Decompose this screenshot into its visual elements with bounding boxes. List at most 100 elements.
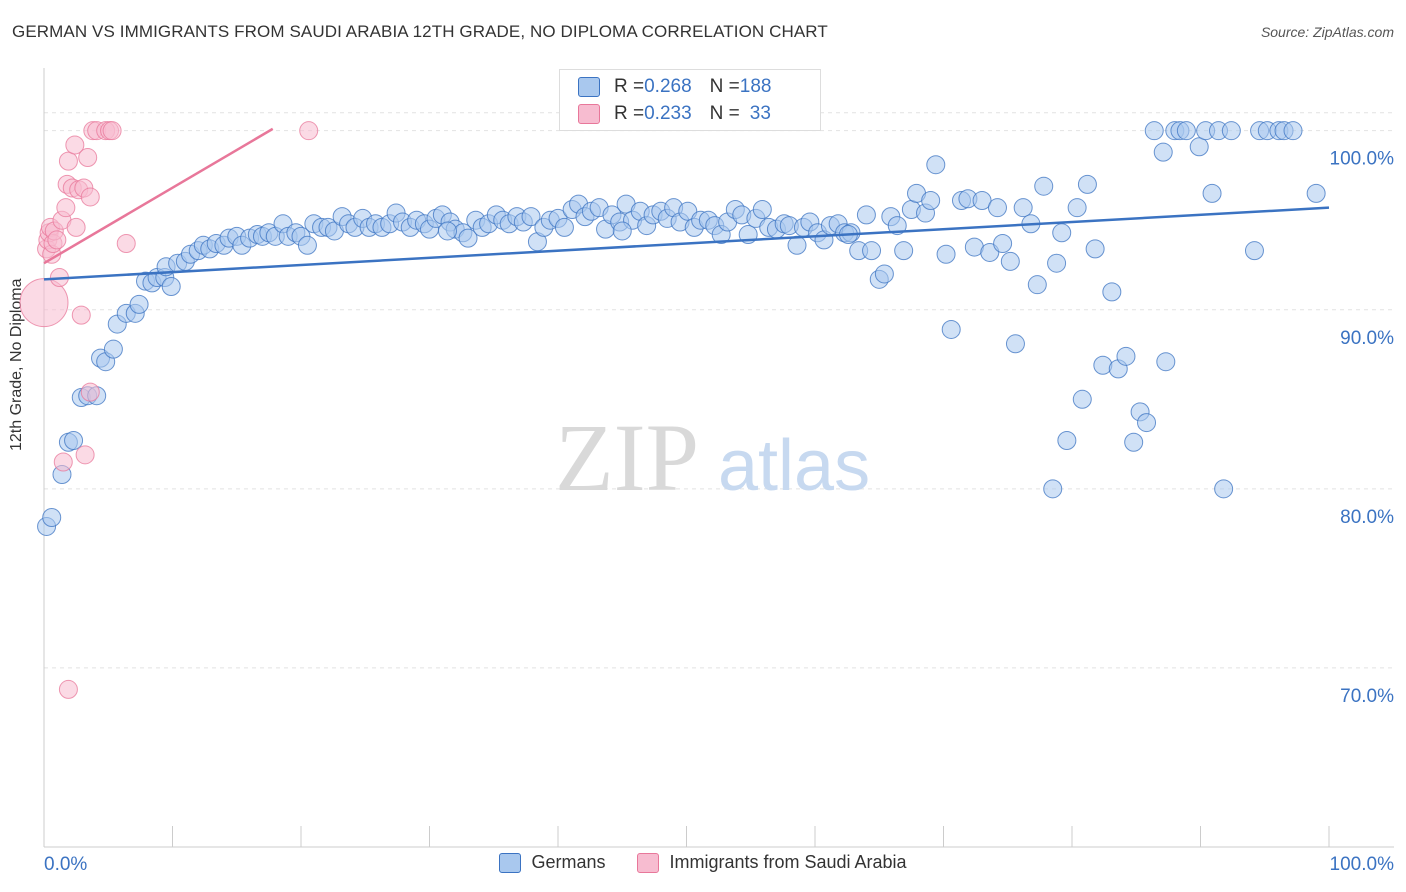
- x-tick-label-max: 100.0%: [1330, 854, 1395, 875]
- germans-point: [874, 264, 894, 284]
- series-germans-points: [37, 121, 1326, 536]
- germans-point: [458, 228, 478, 248]
- germans-point: [1283, 121, 1303, 141]
- germans-point: [1077, 174, 1097, 194]
- saudi-point: [66, 217, 86, 237]
- germans-point: [1202, 183, 1222, 203]
- germans-point: [1124, 432, 1144, 452]
- saudi-point: [47, 230, 67, 250]
- legend-item-germans: Germans: [499, 852, 605, 873]
- germans-point: [1156, 352, 1176, 372]
- saudi-point: [299, 121, 319, 141]
- germans-point: [1047, 253, 1067, 273]
- stats-row-germans: R = 0.268 N = 188: [578, 76, 771, 98]
- germans-point: [1005, 334, 1025, 354]
- source-credit: Source: ZipAtlas.com: [1260, 24, 1394, 40]
- germans-point: [1057, 430, 1077, 450]
- legend-germans-label: Germans: [531, 852, 606, 872]
- saudi-r-label: R =: [614, 103, 645, 124]
- germans-point: [1034, 176, 1054, 196]
- saudi-point: [102, 121, 122, 141]
- germans-point: [1052, 223, 1072, 243]
- germans-point: [1153, 142, 1173, 162]
- germans-point: [554, 217, 574, 237]
- germans-point: [936, 244, 956, 264]
- chart-title: GERMAN VS IMMIGRANTS FROM SAUDI ARABIA 1…: [12, 22, 828, 41]
- saudi-point: [80, 382, 100, 402]
- germans-point: [926, 155, 946, 175]
- y-tick-labels: 70.0% 80.0% 90.0% 100.0%: [1330, 149, 1395, 707]
- germans-point: [521, 207, 541, 227]
- germans-r-value: 0.268: [644, 76, 692, 97]
- germans-point: [1043, 479, 1063, 499]
- germans-point: [1214, 479, 1234, 499]
- saudi-point: [78, 148, 98, 168]
- y-tick-label-70: 70.0%: [1340, 686, 1394, 707]
- y-tick-label-80: 80.0%: [1340, 507, 1394, 528]
- saudi-point: [58, 151, 78, 171]
- legend-germans-swatch: [499, 852, 522, 873]
- saudi-point: [53, 452, 73, 472]
- germans-point: [1085, 239, 1105, 259]
- germans-point: [752, 199, 772, 219]
- germans-point: [1144, 121, 1164, 141]
- germans-point: [1072, 389, 1092, 409]
- saudi-point: [75, 445, 95, 465]
- germans-point: [1189, 137, 1209, 157]
- germans-point: [1306, 183, 1326, 203]
- germans-point: [1102, 282, 1122, 302]
- saudi-point: [58, 679, 78, 699]
- germans-point: [437, 221, 457, 241]
- germans-point: [1244, 241, 1264, 261]
- germans-point: [1116, 346, 1136, 366]
- germans-point: [64, 430, 84, 450]
- germans-point: [972, 191, 992, 211]
- saudi-point: [80, 187, 100, 207]
- germans-swatch: [578, 77, 600, 97]
- germans-point: [1093, 355, 1113, 375]
- germans-point: [921, 191, 941, 211]
- saudi-point: [56, 198, 76, 218]
- watermark-atlas: atlas: [718, 426, 870, 506]
- watermark-zip: ZIP: [555, 404, 699, 511]
- germans-point: [1013, 198, 1033, 218]
- series-legend: Germans Immigrants from Saudi Arabia: [0, 852, 1406, 873]
- germans-point: [42, 507, 62, 527]
- germans-point: [894, 241, 914, 261]
- saudi-n-label: N =: [709, 103, 740, 124]
- trend-lines: [43, 127, 1330, 281]
- y-tick-label-100: 100.0%: [1330, 149, 1395, 170]
- germans-n-label: N =: [709, 76, 740, 97]
- germans-point: [862, 241, 882, 261]
- germans-point: [612, 221, 632, 241]
- saudi-point: [71, 305, 91, 325]
- germans-point: [129, 294, 149, 314]
- germans-point: [103, 339, 123, 359]
- germans-n-value: 188: [739, 76, 772, 97]
- saudi-point: [65, 135, 85, 155]
- germans-trend-line: [43, 206, 1330, 281]
- germans-point: [987, 198, 1007, 218]
- saudi-n-value: 33: [749, 103, 771, 124]
- germans-point: [1137, 413, 1157, 433]
- x-tick-labels: 0.0% 100.0%: [44, 854, 1394, 875]
- x-axis-ticks: [43, 826, 1330, 847]
- legend-saudi-swatch: [637, 852, 660, 873]
- saudi-point: [116, 233, 136, 253]
- germans-point: [1176, 121, 1196, 141]
- germans-point: [941, 319, 961, 339]
- legend-item-saudi: Immigrants from Saudi Arabia: [637, 852, 907, 873]
- series-saudi-points: [19, 121, 319, 699]
- germans-point: [1221, 121, 1241, 141]
- saudi-swatch: [578, 104, 600, 124]
- grid-lines: [44, 112, 1394, 669]
- x-tick-label-min: 0.0%: [44, 854, 87, 875]
- stats-legend: R = 0.268 N = 188 R = 0.233 N = 33: [559, 69, 821, 131]
- germans-point: [161, 276, 181, 296]
- germans-point: [787, 235, 807, 255]
- saudi-trend-line: [43, 127, 274, 265]
- germans-point: [993, 233, 1013, 253]
- saudi-r-value: 0.233: [644, 103, 692, 124]
- germans-r-label: R =: [614, 76, 645, 97]
